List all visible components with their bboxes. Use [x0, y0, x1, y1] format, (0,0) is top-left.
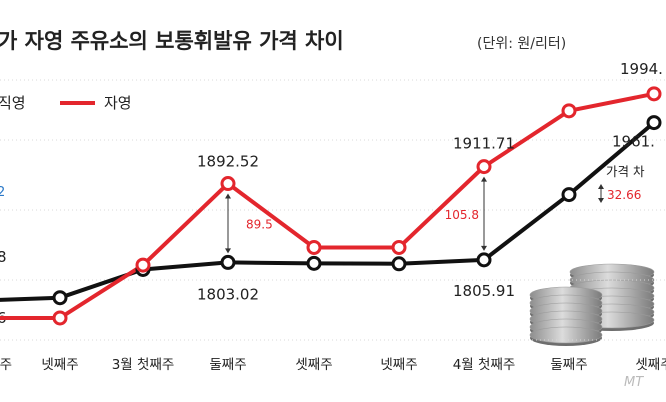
x-tick-label: 넷째주	[380, 357, 417, 373]
x-tick-label: 4월 첫째주	[453, 357, 516, 373]
difference-label: 105.8	[445, 208, 479, 222]
x-tick-label: 둘째주	[209, 357, 246, 373]
arrow-head-icon	[225, 193, 231, 199]
chart-title: 가 자영 주유소의 보통휘발유 가격 차이	[0, 29, 344, 53]
value-label: 1994.	[620, 60, 663, 78]
data-point-black	[306, 255, 322, 271]
series	[0, 91, 656, 320]
legend-label-red: 자영	[104, 94, 132, 112]
data-point-red	[306, 239, 322, 255]
gap-box-value: 32.66	[607, 188, 641, 202]
coin-stack-icon	[529, 263, 655, 346]
arrow-head-icon	[481, 245, 487, 251]
data-point-red	[646, 86, 662, 102]
watermark: MT	[624, 375, 644, 390]
x-tick-label: 넷째주	[41, 357, 78, 373]
difference-label: 89.5	[246, 217, 273, 231]
x-tick-label: 셋째주	[295, 357, 332, 373]
value-label: 1892.52	[197, 153, 259, 171]
arrow-head-icon	[225, 248, 231, 254]
x-axis: 주 넷째주 3월 첫째주 둘째주 셋째주 넷째주 4월 첫째주 둘째주 셋째주	[0, 357, 666, 373]
legend: 직영 자영	[0, 94, 132, 112]
grid	[0, 79, 666, 341]
legend-label-black: 직영	[0, 94, 26, 112]
value-label: 1805.91	[453, 282, 515, 300]
unit-label: (단위: 원/리터)	[477, 36, 566, 52]
data-point-red	[135, 257, 151, 273]
data-point-black	[476, 252, 492, 268]
x-tick-label: 3월 첫째주	[112, 357, 175, 373]
side-label-small: l	[0, 166, 1, 182]
difference-markers: 89.5 105.8	[225, 176, 487, 254]
x-tick-label: 주	[0, 357, 12, 373]
data-point-red	[52, 310, 68, 326]
x-tick-label: 둘째주	[550, 357, 587, 373]
value-label: 1911.71	[453, 135, 515, 153]
coin	[529, 326, 603, 344]
value-label: 1803.02	[197, 285, 259, 303]
gap-box-title: 가격 차	[606, 164, 645, 179]
data-point-red	[220, 176, 236, 192]
side-label-black: 8	[0, 248, 7, 266]
data-point-black	[646, 115, 662, 131]
side-label-small-blue: 2	[0, 185, 5, 200]
data-point-black	[561, 187, 577, 203]
data-point-red	[476, 159, 492, 175]
points	[52, 86, 662, 326]
value-label: 1961.	[612, 133, 655, 151]
data-point-red	[391, 239, 407, 255]
value-labels: 1892.52 1803.02 1911.71 1805.91 1994. 1961.	[197, 60, 663, 304]
data-point-black	[52, 290, 68, 306]
data-point-black	[391, 256, 407, 272]
data-point-black	[220, 254, 236, 270]
data-point-red	[561, 103, 577, 119]
gap-box-arrow-icon	[598, 184, 604, 203]
arrow-head-icon	[481, 176, 487, 182]
series-line-black	[0, 121, 656, 302]
x-tick-label: 셋째주	[635, 357, 666, 373]
